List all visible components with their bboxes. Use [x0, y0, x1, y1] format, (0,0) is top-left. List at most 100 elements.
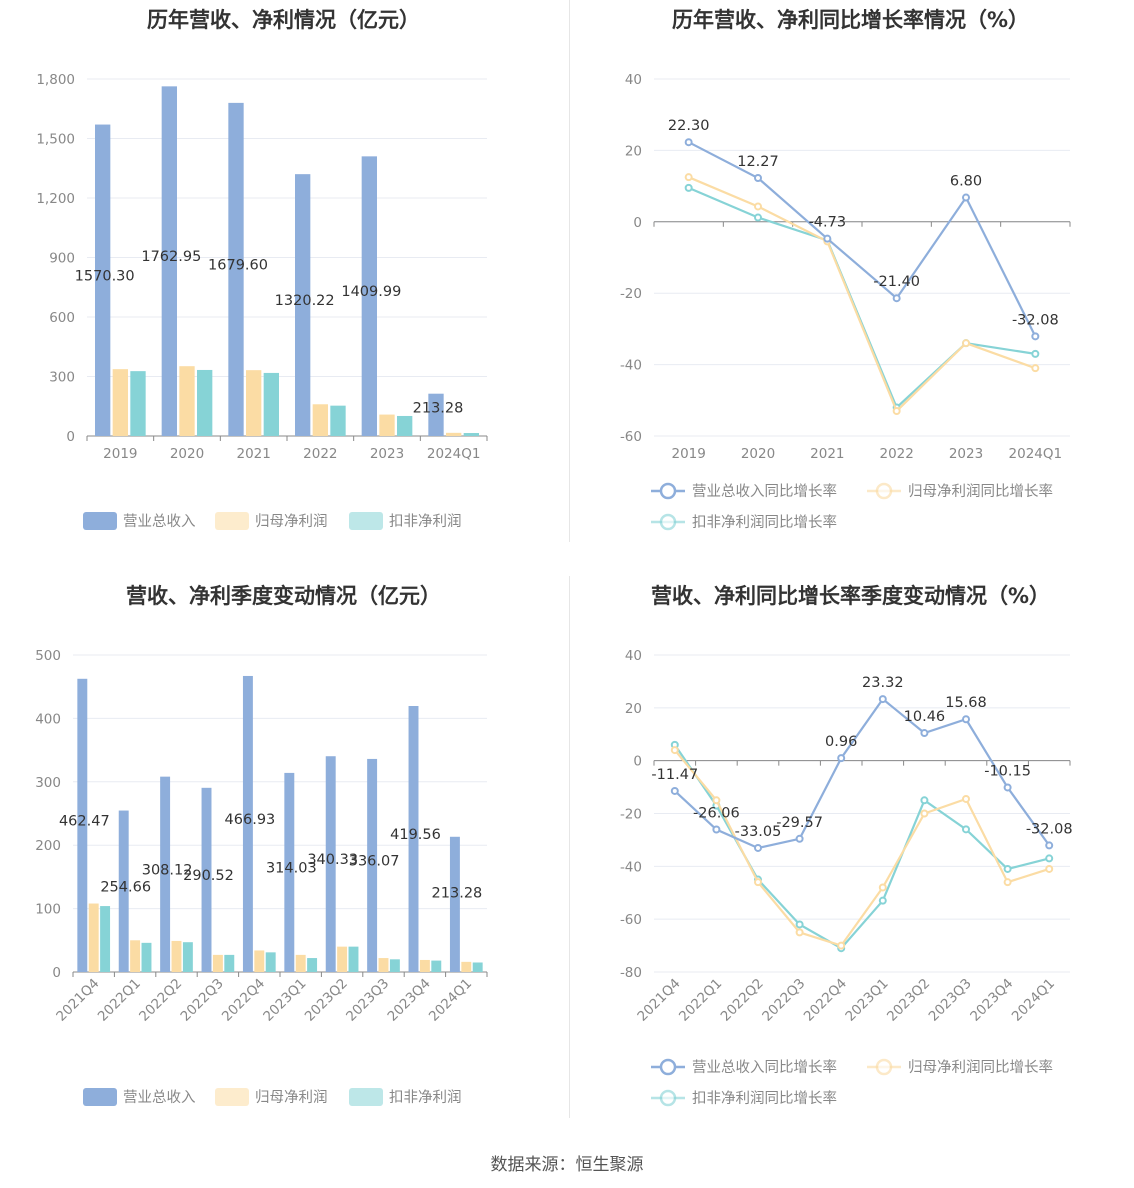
- series-point: [684, 173, 693, 182]
- series-point: [795, 920, 804, 929]
- annual-revenue-profit-panel: 历年营收、净利情况（亿元） 0 300 600 900 1,200 1,500 1,800 2…: [0, 0, 567, 575]
- series-point: [962, 825, 970, 834]
- bar-deducted: [265, 952, 276, 972]
- y-tick-label: 20: [625, 701, 642, 717]
- x-tick-label: 2024Q1: [426, 976, 475, 1025]
- series-point: [1031, 364, 1040, 373]
- x-tick-label: 2024Q1: [1009, 446, 1063, 462]
- series-point: [1003, 783, 1012, 792]
- data-source-note: 数据来源：恒生聚源: [490, 1155, 644, 1175]
- y-tick-label: 40: [625, 72, 642, 88]
- x-tick-label: 2022Q3: [178, 976, 227, 1025]
- data-label: 462.47: [59, 813, 110, 829]
- legend-marker: [659, 1089, 677, 1107]
- bar-deducted: [130, 371, 146, 436]
- bar-netprofit: [446, 432, 462, 436]
- data-label: -26.06: [693, 806, 740, 822]
- series-point: [878, 896, 887, 905]
- legend-label: 营业总收入同比增长率: [692, 1059, 837, 1076]
- bar-deducted: [397, 415, 413, 436]
- legend-marker: [659, 513, 677, 531]
- bar-netprofit: [130, 940, 141, 972]
- series-line-revenue: [674, 697, 1051, 850]
- bar-revenue: [228, 102, 244, 436]
- x-tick-label: 2024Q1: [427, 446, 481, 462]
- bar-revenue: [118, 810, 129, 972]
- data-label: 419.56: [390, 827, 441, 843]
- bar-revenue: [95, 124, 111, 437]
- data-label: 0.96: [825, 734, 857, 750]
- series-point: [837, 941, 846, 950]
- data-label: 12.27: [737, 154, 779, 170]
- series-point: [962, 193, 970, 202]
- y-tick-label: 400: [35, 711, 61, 727]
- x-tick-label: 2022Q1: [676, 976, 725, 1025]
- vertical-divider-top: [569, 0, 570, 542]
- data-label: 308.12: [142, 862, 193, 878]
- vertical-divider-bottom: [569, 576, 570, 1118]
- data-label: -4.73: [809, 215, 847, 231]
- data-label: 466.93: [225, 812, 276, 828]
- data-label: 254.66: [100, 879, 151, 895]
- legend-swatch: [349, 512, 383, 530]
- bar-revenue: [295, 174, 311, 436]
- series-point: [962, 715, 970, 724]
- bar-netprofit: [171, 940, 182, 972]
- data-label: -32.08: [1026, 821, 1073, 837]
- x-tick-label: 2021Q4: [634, 976, 683, 1025]
- x-tick-label: 2023Q2: [884, 976, 933, 1025]
- legend-swatch: [349, 1088, 383, 1106]
- y-tick-label: 0: [633, 215, 642, 231]
- x-tick-label: 2023: [370, 446, 404, 462]
- series-point: [920, 729, 929, 738]
- data-label: 10.46: [904, 709, 946, 725]
- annual-growth-panel: 历年营收、净利同比增长率情况（%） -60 -40 -20 0 20 40 2019 2020…: [567, 0, 1134, 575]
- series-point: [920, 796, 929, 805]
- data-label: 290.52: [183, 868, 234, 884]
- x-tick-label: 2021Q4: [53, 976, 102, 1025]
- legend-marker: [875, 482, 893, 500]
- series-point: [712, 825, 721, 834]
- legend-label: 营业总收入: [123, 1089, 196, 1106]
- data-label: 1570.30: [75, 268, 135, 284]
- x-tick-label: 2023Q4: [385, 976, 434, 1025]
- bar-deducted: [224, 954, 235, 972]
- x-tick-label: 2022Q2: [718, 976, 767, 1025]
- series-point: [920, 809, 929, 818]
- legend-swatch: [83, 512, 117, 530]
- x-tick-label: 2021: [810, 446, 844, 462]
- y-tick-label: -40: [620, 358, 642, 374]
- series-point: [1045, 854, 1054, 863]
- bar-deducted: [182, 942, 193, 972]
- series-point: [892, 294, 901, 303]
- y-tick-label: 1,500: [36, 132, 75, 148]
- x-tick-label: 2022: [879, 446, 913, 462]
- legend-swatch: [215, 1088, 249, 1106]
- series-line-netprofit: [688, 176, 1036, 413]
- legend-label: 扣非净利润同比增长率: [692, 1090, 837, 1107]
- series-point: [1031, 349, 1040, 358]
- x-tick-label: 2022Q2: [136, 976, 185, 1025]
- y-tick-label: 300: [49, 370, 75, 386]
- data-label: 1320.22: [275, 293, 335, 309]
- y-tick-label: -80: [620, 965, 642, 981]
- bar-revenue: [428, 393, 444, 436]
- x-tick-label: 2020: [170, 446, 204, 462]
- bar-revenue: [367, 758, 378, 972]
- data-label: -21.40: [873, 274, 920, 290]
- series-line-netprofit: [673, 749, 1050, 947]
- bar-deducted: [431, 960, 442, 972]
- series-point: [670, 786, 679, 795]
- chart-title: 营收、净利同比增长率季度变动情况（%）: [650, 584, 1051, 608]
- bar-revenue: [160, 776, 171, 972]
- bar-netprofit: [337, 946, 348, 972]
- legend-swatch: [83, 1088, 117, 1106]
- series-point: [892, 407, 901, 416]
- bar-netprofit: [379, 414, 395, 436]
- x-tick-label: 2019: [671, 446, 705, 462]
- chart-title: 历年营收、净利情况（亿元）: [147, 8, 420, 32]
- x-tick-label: 2024Q1: [1009, 976, 1058, 1025]
- x-tick-label: 2022Q4: [801, 976, 850, 1025]
- annual-bar-chart: 0 300 600 900 1,200 1,500 1,800 2019 2020 2021 202…: [36, 72, 488, 530]
- series-line-revenue: [688, 141, 1037, 337]
